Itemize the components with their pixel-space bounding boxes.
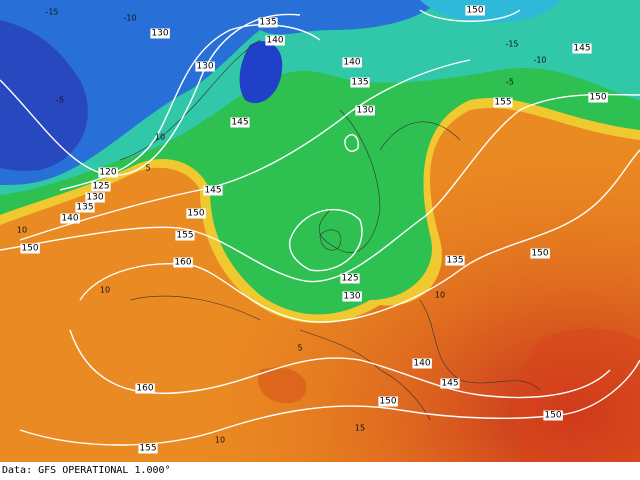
label-background bbox=[440, 378, 460, 389]
contour-label: 140 bbox=[343, 58, 360, 68]
label-background bbox=[412, 358, 432, 369]
label-background bbox=[20, 243, 40, 254]
label-background bbox=[543, 410, 563, 421]
contour-label: 135 bbox=[259, 18, 276, 28]
label-background bbox=[195, 61, 215, 72]
label-background bbox=[75, 202, 95, 213]
contour-label: 140 bbox=[413, 359, 430, 369]
label-background bbox=[355, 105, 375, 116]
label-background bbox=[378, 396, 398, 407]
label-background bbox=[98, 167, 118, 178]
isotherm-label: -15 bbox=[505, 40, 518, 49]
contour-label: 150 bbox=[379, 397, 396, 407]
label-background bbox=[230, 117, 250, 128]
contour-label: 120 bbox=[99, 168, 116, 178]
label-background bbox=[175, 230, 195, 241]
label-background bbox=[186, 208, 206, 219]
label-background bbox=[493, 97, 513, 108]
label-background bbox=[342, 291, 362, 302]
isotherm-label: 10 bbox=[155, 133, 165, 142]
contour-label: 160 bbox=[174, 258, 191, 268]
contour-label: 125 bbox=[92, 182, 109, 192]
contour-label: 135 bbox=[351, 78, 368, 88]
contour-label: 145 bbox=[573, 44, 590, 54]
isotherm-label: -10 bbox=[533, 56, 546, 65]
isotherm-label: -10 bbox=[123, 14, 136, 23]
contour-label: 150 bbox=[544, 411, 561, 421]
contour-label: 160 bbox=[136, 384, 153, 394]
isotherm-label: -15 bbox=[45, 8, 58, 17]
isotherm-label: 10 bbox=[100, 286, 110, 295]
isotherm-label: -5 bbox=[506, 78, 514, 87]
contour-label: 155 bbox=[176, 231, 193, 241]
isotherm-label: 10 bbox=[215, 436, 225, 445]
isotherm-label: -5 bbox=[56, 96, 64, 105]
label-background bbox=[150, 28, 170, 39]
contour-label: 145 bbox=[204, 186, 221, 196]
label-background bbox=[340, 273, 360, 284]
label-background bbox=[138, 443, 158, 454]
contour-label: 130 bbox=[196, 62, 213, 72]
label-background bbox=[465, 5, 485, 16]
label-background bbox=[135, 383, 155, 394]
isotherm-label: 5 bbox=[145, 164, 150, 173]
label-background bbox=[91, 181, 111, 192]
contour-label: 155 bbox=[494, 98, 511, 108]
isotherm-label: 10 bbox=[17, 226, 27, 235]
isotherm-label: 10 bbox=[435, 291, 445, 300]
contour-label: 130 bbox=[86, 193, 103, 203]
contour-label: 135 bbox=[76, 203, 93, 213]
label-background bbox=[588, 92, 608, 103]
label-background bbox=[350, 77, 370, 88]
label-background bbox=[572, 43, 592, 54]
contour-label: 130 bbox=[151, 29, 168, 39]
label-background bbox=[203, 185, 223, 196]
contour-label: 150 bbox=[187, 209, 204, 219]
contour-label: 125 bbox=[341, 274, 358, 284]
contour-label: 130 bbox=[343, 292, 360, 302]
contour-label: 135 bbox=[446, 256, 463, 266]
label-background bbox=[85, 192, 105, 203]
contour-label: 140 bbox=[266, 36, 283, 46]
contour-label: 130 bbox=[356, 106, 373, 116]
contour-label: 145 bbox=[441, 379, 458, 389]
contour-label: 155 bbox=[139, 444, 156, 454]
label-background bbox=[265, 35, 285, 46]
isotherm-labels: -15 -10 -5 -15 -10 -5 10 10 5 5 10 10 10… bbox=[17, 8, 547, 445]
contour-label: 150 bbox=[466, 6, 483, 16]
contour-label: 150 bbox=[589, 93, 606, 103]
isotherm-label: 5 bbox=[297, 344, 302, 353]
label-background bbox=[60, 213, 80, 224]
label-background bbox=[258, 17, 278, 28]
contour-label: 145 bbox=[231, 118, 248, 128]
isotherm-label: 15 bbox=[355, 424, 365, 433]
contour-labels: 130 135 140 130 140 135 130 145 150 145 … bbox=[20, 5, 608, 454]
contour-label: 150 bbox=[21, 244, 38, 254]
contour-label: 150 bbox=[531, 249, 548, 259]
contour-label: 140 bbox=[61, 214, 78, 224]
footer-bar bbox=[0, 462, 640, 480]
label-background bbox=[173, 257, 193, 268]
temperature-field bbox=[0, 0, 640, 462]
footer-data: Data: GFS OPERATIONAL 1.000° bbox=[2, 465, 171, 476]
label-background bbox=[530, 248, 550, 259]
label-background bbox=[342, 57, 362, 68]
label-background bbox=[445, 255, 465, 266]
